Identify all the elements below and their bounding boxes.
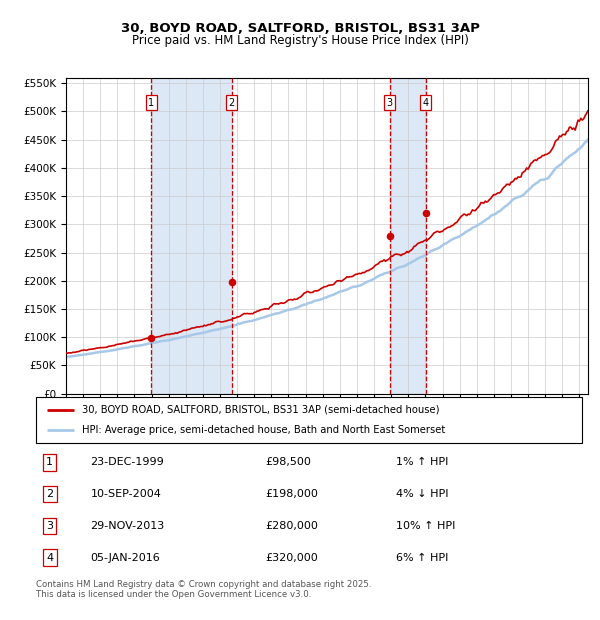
Text: £320,000: £320,000 xyxy=(265,552,318,562)
Text: 23-DEC-1999: 23-DEC-1999 xyxy=(91,458,164,467)
Text: £98,500: £98,500 xyxy=(265,458,311,467)
Point xyxy=(421,208,430,218)
Text: 4: 4 xyxy=(422,98,428,108)
Text: 1% ↑ HPI: 1% ↑ HPI xyxy=(397,458,449,467)
Text: 10% ↑ HPI: 10% ↑ HPI xyxy=(397,521,456,531)
Point xyxy=(385,231,394,241)
FancyBboxPatch shape xyxy=(36,397,582,443)
Text: £280,000: £280,000 xyxy=(265,521,318,531)
Text: £198,000: £198,000 xyxy=(265,489,318,499)
Point xyxy=(146,333,156,343)
Text: 1: 1 xyxy=(46,458,53,467)
Text: HPI: Average price, semi-detached house, Bath and North East Somerset: HPI: Average price, semi-detached house,… xyxy=(82,425,446,435)
Text: 3: 3 xyxy=(386,98,393,108)
Text: 2: 2 xyxy=(46,489,53,499)
Text: 29-NOV-2013: 29-NOV-2013 xyxy=(91,521,165,531)
Text: Price paid vs. HM Land Registry's House Price Index (HPI): Price paid vs. HM Land Registry's House … xyxy=(131,34,469,47)
Text: 05-JAN-2016: 05-JAN-2016 xyxy=(91,552,160,562)
Text: 4% ↓ HPI: 4% ↓ HPI xyxy=(397,489,449,499)
Point xyxy=(227,277,236,287)
Text: 1: 1 xyxy=(148,98,154,108)
Text: 6% ↑ HPI: 6% ↑ HPI xyxy=(397,552,449,562)
Text: 10-SEP-2004: 10-SEP-2004 xyxy=(91,489,161,499)
Text: 3: 3 xyxy=(46,521,53,531)
Text: 2: 2 xyxy=(229,98,235,108)
Text: 4: 4 xyxy=(46,552,53,562)
Text: 30, BOYD ROAD, SALTFORD, BRISTOL, BS31 3AP: 30, BOYD ROAD, SALTFORD, BRISTOL, BS31 3… xyxy=(121,22,479,35)
Bar xyxy=(389,78,425,394)
Text: 30, BOYD ROAD, SALTFORD, BRISTOL, BS31 3AP (semi-detached house): 30, BOYD ROAD, SALTFORD, BRISTOL, BS31 3… xyxy=(82,405,440,415)
Bar xyxy=(151,78,232,394)
Text: Contains HM Land Registry data © Crown copyright and database right 2025.
This d: Contains HM Land Registry data © Crown c… xyxy=(36,580,371,599)
